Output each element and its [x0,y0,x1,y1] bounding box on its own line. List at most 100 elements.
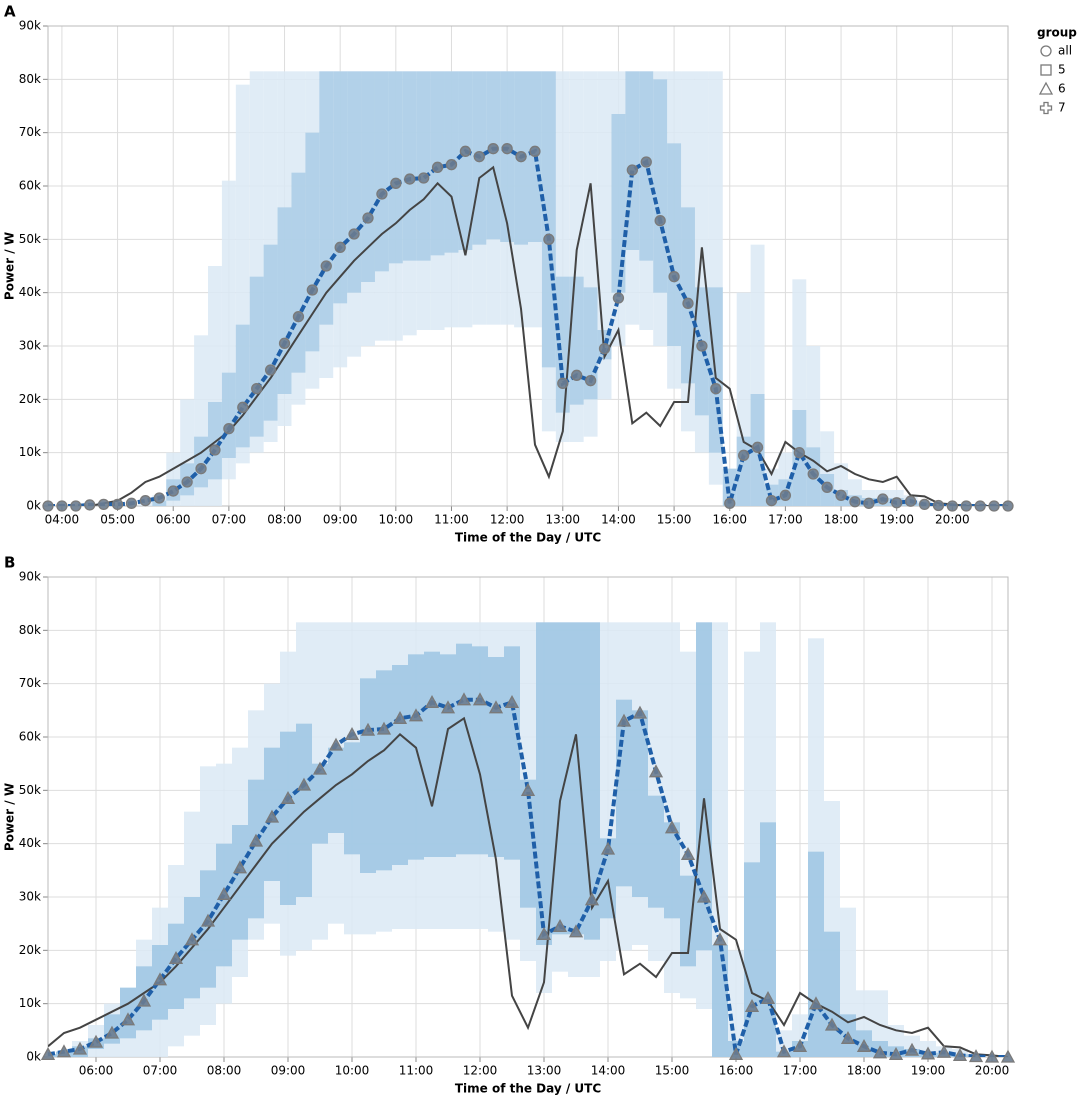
forecast-marker [648,764,664,778]
forecast-marker [376,721,392,735]
forecast-marker [584,892,600,906]
forecast-marker [181,476,193,488]
forecast-marker [751,441,764,453]
y-tick-label: 10k [19,445,41,459]
x-tick-label: 12:00 [463,1064,498,1078]
uncertainty-band [296,723,312,897]
forecast-marker [501,143,513,155]
uncertainty-band [360,678,376,873]
legend-symbol [1039,101,1053,115]
forecast-marker [668,271,680,283]
forecast-marker [320,260,332,272]
forecast-marker [264,364,277,376]
forecast-marker [543,233,555,245]
x-tick-label: 12:00 [490,513,525,527]
legend-symbol [1038,81,1054,95]
uncertainty-band [681,207,695,384]
forecast-marker [710,383,722,395]
x-tick-label: 14:00 [601,513,636,527]
y-tick-label: 90k [19,19,41,33]
forecast-marker [167,485,179,497]
forecast-marker [712,932,728,946]
uncertainty-band [277,207,292,394]
forecast-marker [362,212,374,224]
x-tick-label: 07:00 [212,513,247,527]
y-tick-label: 40k [19,285,41,299]
forecast-marker [856,1038,872,1052]
forecast-marker [223,423,235,435]
uncertainty-band [424,651,440,857]
x-tick-label: 13:00 [527,1064,562,1078]
forecast-marker [418,172,430,184]
forecast-marker [120,1012,136,1026]
forecast-marker [139,495,152,507]
uncertainty-band [472,646,488,855]
forecast-marker [84,499,96,511]
forecast-marker [640,156,652,168]
forecast-marker [152,972,168,986]
x-tick-label: 10:00 [335,1064,370,1078]
uncertainty-band [632,710,648,897]
forecast-marker [779,489,792,501]
forecast-marker [807,468,819,480]
forecast-marker [111,498,124,511]
uncertainty-band [456,643,472,855]
forecast-marker [760,990,776,1004]
uncertainty-band [776,1030,792,1057]
x-tick-label: 08:00 [207,1064,242,1078]
forecast-marker [515,151,527,163]
uncertainty-band [291,172,306,373]
uncertainty-band [333,71,348,304]
forecast-marker [440,700,456,714]
forecast-marker [680,846,696,860]
uncertainty-band [376,670,392,871]
y-axis-title: Power / W [3,232,17,300]
forecast-marker [445,159,458,171]
x-tick-label: 17:00 [768,513,803,527]
forecast-marker [184,932,200,946]
forecast-marker [918,498,931,511]
forecast-marker [552,918,568,932]
uncertainty-band [344,742,360,855]
forecast-marker [360,722,376,736]
forecast-marker [724,497,736,509]
y-tick-label: 80k [19,623,41,637]
forecast-marker [960,500,972,512]
uncertainty-band [312,763,328,844]
x-axis-title: Time of the Day / UTC [455,1082,602,1096]
uncertainty-band [824,931,840,1057]
uncertainty-band [458,71,473,250]
uncertainty-band [568,622,584,935]
x-tick-label: 11:00 [434,513,469,527]
x-tick-label: 19:00 [879,513,914,527]
forecast-marker [682,297,694,309]
forecast-marker [952,1048,968,1062]
actual-line [48,716,1008,1057]
x-tick-label: 04:00 [45,513,80,527]
uncertainty-band [249,276,264,437]
plot-frame [47,25,1009,507]
forecast-marker [278,337,291,349]
plot-frame [47,576,1009,1058]
forecast-marker [984,1049,1000,1063]
panel-label: B [4,554,15,572]
y-tick-label: 90k [19,570,41,584]
x-tick-label: 05:00 [100,513,135,527]
forecast-marker [932,499,945,512]
forecast-marker [891,497,903,509]
forecast-marker [568,924,584,938]
x-tick-label: 13:00 [545,513,580,527]
forecast-marker [56,1044,72,1058]
forecast-marker [598,343,611,355]
legend-symbol [1040,45,1052,57]
forecast-marker [824,1017,840,1031]
forecast-marker [390,177,402,189]
forecast-marker [888,1046,904,1060]
forecast-marker [473,151,485,163]
forecast-marker [376,188,388,200]
x-tick-label: 15:00 [655,1064,690,1078]
forecast-marker [264,809,280,823]
x-tick-label: 09:00 [323,513,358,527]
forecast-marker [312,761,328,775]
y-tick-label: 10k [19,996,41,1010]
